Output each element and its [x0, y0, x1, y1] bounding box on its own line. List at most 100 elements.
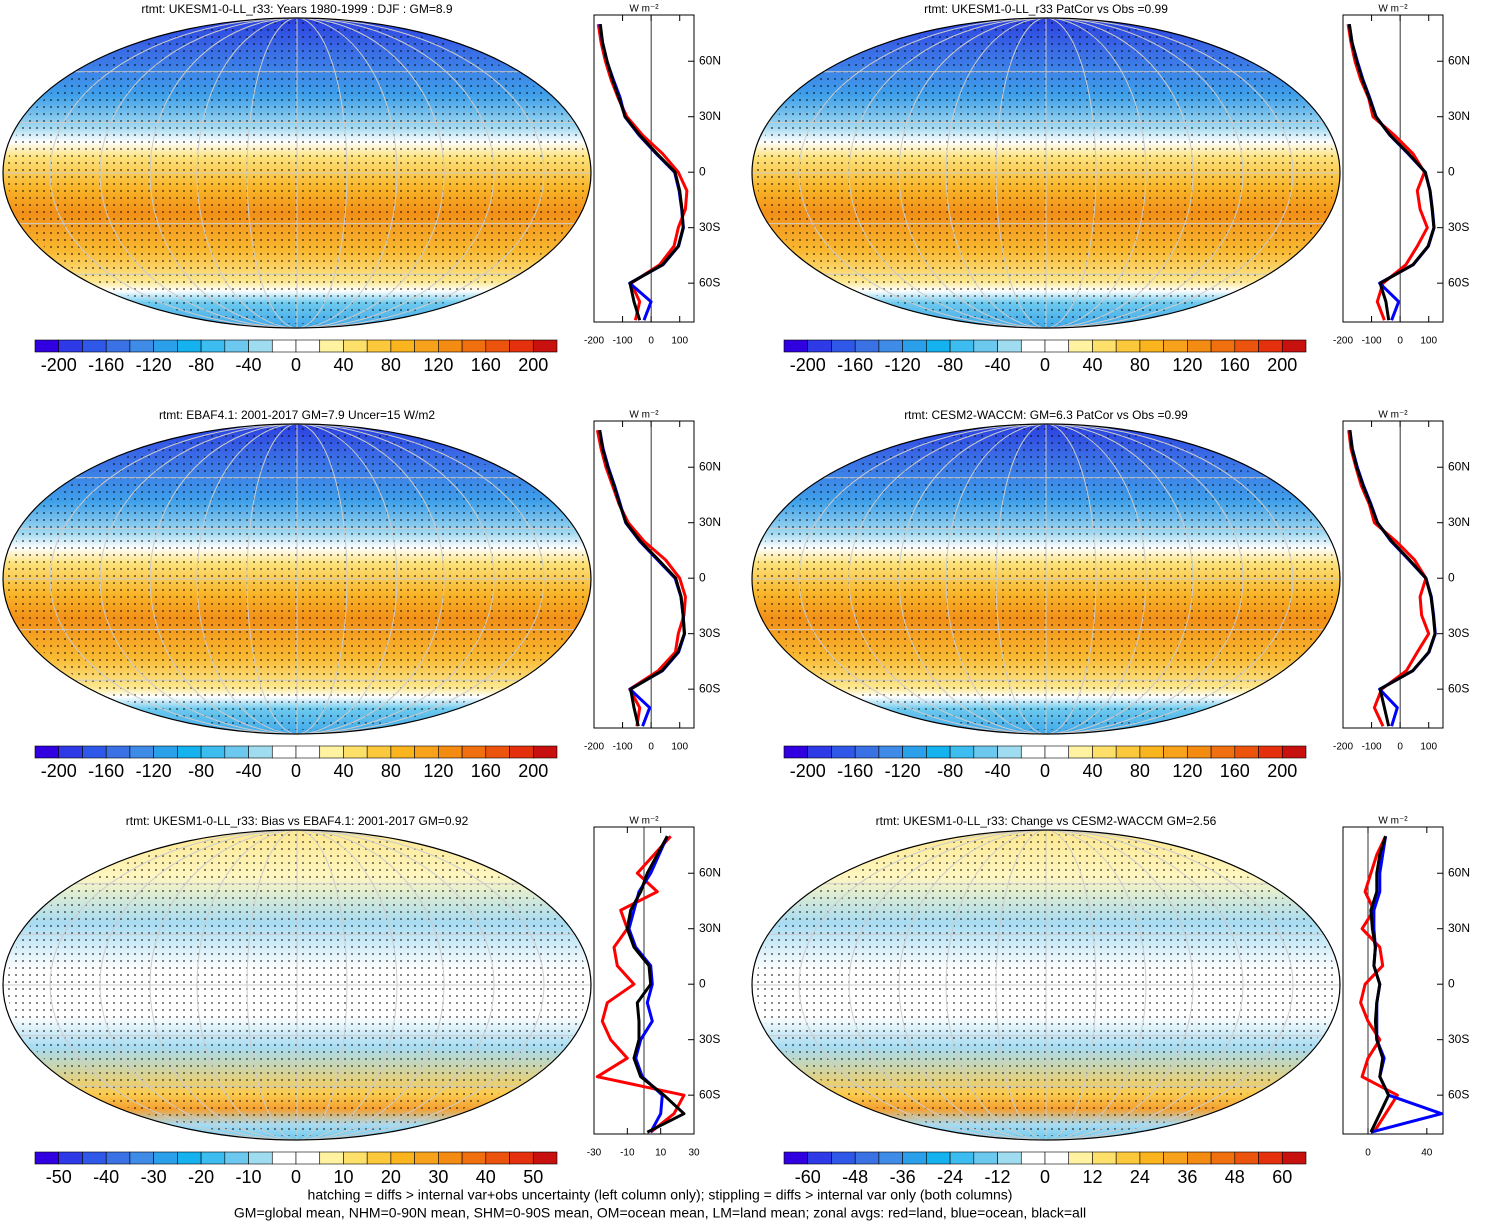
map: [751, 423, 1341, 735]
colorbar-box: [58, 1151, 83, 1165]
colorbar-label: -80: [937, 761, 963, 781]
colorbar-box: [509, 745, 534, 759]
panel-title: rtmt: UKESM1-0-LL_r33 PatCor vs Obs =0.9…: [924, 2, 1168, 16]
colorbar-box: [973, 745, 998, 759]
colorbar-label: 36: [1177, 1167, 1197, 1187]
colorbar-box: [831, 745, 856, 759]
colorbar-box: [1281, 339, 1307, 353]
y-tick-label: 60S: [1448, 1087, 1469, 1101]
colorbar-label: 0: [1040, 1167, 1050, 1187]
colorbar-box: [105, 1151, 131, 1165]
map: [751, 829, 1341, 1141]
colorbar-label: 120: [1172, 761, 1202, 781]
colorbar-box: [295, 1151, 321, 1165]
colorbar-box: [854, 745, 880, 759]
map-border: [2, 423, 592, 735]
colorbar-box: [831, 1151, 856, 1165]
colorbar-label: -80: [937, 355, 963, 375]
colorbar-label: -120: [136, 355, 172, 375]
zonal-frame: [593, 14, 695, 323]
colorbar-box: [878, 745, 903, 759]
colorbar-label: -12: [985, 1167, 1011, 1187]
zonal-unit: W m⁻²: [1378, 4, 1408, 15]
x-tick-label: -200: [1333, 742, 1353, 753]
colorbar-box: [105, 745, 131, 759]
y-tick-label: 60S: [1448, 681, 1469, 695]
colorbar-label: 200: [518, 761, 548, 781]
colorbar-box: [1115, 339, 1141, 353]
y-tick-label: 30S: [699, 1032, 720, 1046]
colorbar-label: 80: [1130, 355, 1150, 375]
colorbar-box: [414, 339, 439, 353]
colorbar-label: -48: [842, 1167, 868, 1187]
x-tick-label: 0: [648, 336, 654, 347]
y-tick-label: 30N: [1448, 921, 1470, 935]
colorbar-label: -120: [136, 761, 172, 781]
colorbar-label: -160: [88, 355, 124, 375]
colorbar-box: [366, 1151, 392, 1165]
colorbar-box: [1115, 745, 1141, 759]
colorbar-box: [105, 339, 131, 353]
colorbar-box: [295, 339, 321, 353]
x-tick-label: -100: [613, 336, 633, 347]
y-tick-label: 30S: [699, 626, 720, 640]
y-tick-label: 60S: [699, 681, 720, 695]
map-border: [2, 829, 592, 1141]
x-tick-label: 30: [688, 1148, 700, 1159]
colorbar-box: [461, 1151, 487, 1165]
colorbar-box: [783, 745, 809, 759]
x-tick-label: -100: [613, 742, 633, 753]
colorbar-label: 0: [1040, 355, 1050, 375]
colorbar-label: 0: [291, 1167, 301, 1187]
colorbar-label: 0: [291, 355, 301, 375]
zonal-line: [598, 429, 686, 727]
colorbar-box: [1210, 1151, 1236, 1165]
y-tick-label: 30N: [1448, 515, 1470, 529]
colorbar-box: [271, 1151, 297, 1165]
colorbar-box: [438, 1151, 463, 1165]
y-tick-label: 60N: [699, 459, 721, 473]
colorbar-box: [1210, 745, 1236, 759]
colorbar-box: [902, 745, 927, 759]
colorbar-box: [58, 339, 83, 353]
colorbar-box: [1234, 745, 1259, 759]
x-tick-label: -100: [1362, 742, 1382, 753]
colorbar-box: [878, 1151, 903, 1165]
colorbar-label: -160: [88, 761, 124, 781]
colorbar-box: [153, 745, 178, 759]
colorbar-label: -200: [790, 355, 826, 375]
colorbar-box: [129, 339, 154, 353]
colorbar-box: [902, 339, 927, 353]
colorbar-label: 160: [1220, 761, 1250, 781]
map: [2, 423, 592, 735]
zonal-unit: W m⁻²: [1378, 816, 1408, 827]
colorbar-label: 40: [333, 761, 353, 781]
colorbar-label: -40: [236, 355, 262, 375]
zonal-frame: [1342, 826, 1444, 1135]
colorbar-box: [783, 1151, 809, 1165]
colorbar-label: 120: [423, 761, 453, 781]
colorbar-label: 160: [471, 761, 501, 781]
colorbar-label: 80: [381, 761, 401, 781]
zonal-line: [625, 835, 686, 1134]
colorbar-box: [1163, 745, 1188, 759]
x-tick-label: 10: [655, 1148, 667, 1159]
colorbar-label: 80: [381, 355, 401, 375]
colorbar-box: [1139, 745, 1164, 759]
colorbar-box: [1139, 339, 1164, 353]
zonal-unit: W m⁻²: [629, 410, 659, 421]
y-tick-label: 60N: [1448, 865, 1470, 879]
x-tick-label: 40: [1421, 1148, 1433, 1159]
colorbar-box: [82, 339, 107, 353]
map-border: [751, 17, 1341, 329]
colorbar-box: [34, 339, 60, 353]
colorbar-box: [1020, 339, 1046, 353]
y-tick-label: 60N: [1448, 53, 1470, 67]
colorbar-box: [224, 745, 249, 759]
colorbar-box: [200, 745, 226, 759]
colorbar-label: 40: [1082, 761, 1102, 781]
colorbar-box: [414, 745, 439, 759]
x-tick-label: 100: [671, 742, 688, 753]
colorbar-label: -200: [41, 761, 77, 781]
